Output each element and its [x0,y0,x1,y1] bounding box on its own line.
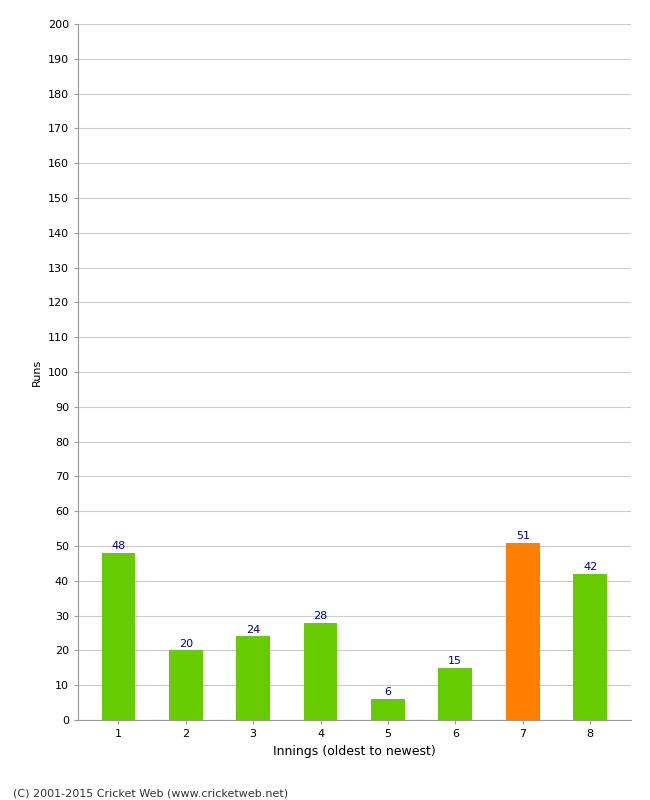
Text: 15: 15 [448,656,462,666]
Bar [506,542,540,720]
Text: 28: 28 [313,611,328,621]
Text: 51: 51 [515,530,530,541]
Text: 6: 6 [384,687,391,698]
Bar [237,637,270,720]
Text: 48: 48 [111,542,125,551]
Text: 42: 42 [583,562,597,572]
Text: 20: 20 [179,638,193,649]
Y-axis label: Runs: Runs [32,358,42,386]
X-axis label: Innings (oldest to newest): Innings (oldest to newest) [273,745,436,758]
Bar [439,668,472,720]
Bar [304,622,337,720]
Text: 24: 24 [246,625,260,634]
Bar [169,650,203,720]
Bar [371,699,405,720]
Bar [573,574,607,720]
Bar [101,553,135,720]
Text: (C) 2001-2015 Cricket Web (www.cricketweb.net): (C) 2001-2015 Cricket Web (www.cricketwe… [13,788,288,798]
